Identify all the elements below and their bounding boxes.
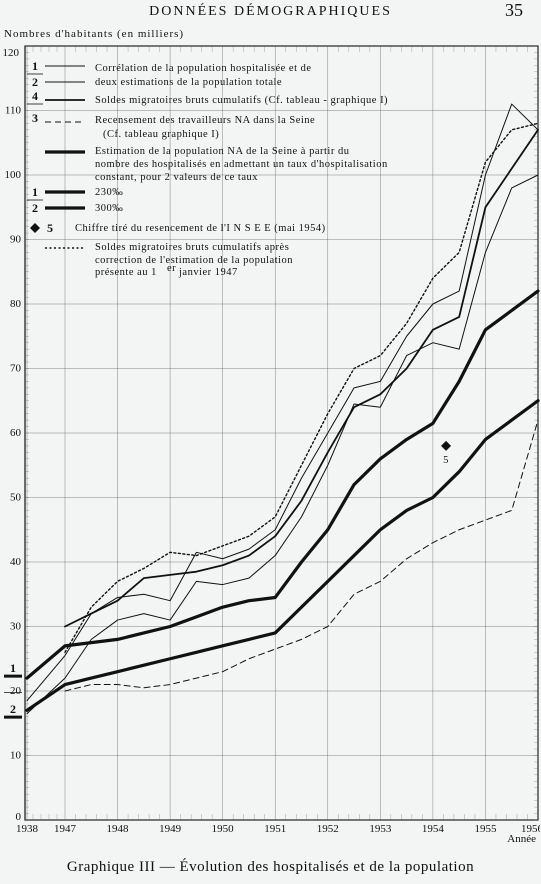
svg-text:1952: 1952 <box>317 823 339 835</box>
svg-text:3: 3 <box>32 111 38 125</box>
svg-text:2: 2 <box>32 201 38 215</box>
svg-text:Corrélation de la population h: Corrélation de la population hospitalisé… <box>95 63 312 74</box>
svg-text:présente au 1: présente au 1 <box>95 267 157 278</box>
svg-text:20: 20 <box>10 685 22 697</box>
chart-container: 10 20 30 40 50 60 70 80 90 100 110 0 120 1938 1947 1948… <box>0 42 540 842</box>
svg-text:1948: 1948 <box>107 823 130 835</box>
svg-text:1949: 1949 <box>159 823 182 835</box>
page-header: DONNÉES DÉMOGRAPHIQUES <box>0 4 541 20</box>
svg-text:60: 60 <box>10 427 22 439</box>
svg-text:90: 90 <box>10 234 22 246</box>
svg-text:120: 120 <box>3 47 20 59</box>
svg-text:Soldes migratoires bruts cumul: Soldes migratoires bruts cumulatifs aprè… <box>95 242 289 253</box>
svg-text:1950: 1950 <box>212 823 235 835</box>
svg-text:1955: 1955 <box>474 823 497 835</box>
svg-text:30: 30 <box>10 621 22 633</box>
line-chart: 10 20 30 40 50 60 70 80 90 100 110 0 120 1938 1947 1948… <box>0 42 540 842</box>
svg-text:er: er <box>167 263 176 274</box>
svg-text:230‰: 230‰ <box>95 187 123 198</box>
y-axis-title: Nombres d'habitants (en milliers) <box>4 28 184 40</box>
svg-text:110: 110 <box>5 105 22 117</box>
svg-text:80: 80 <box>10 298 22 310</box>
svg-text:2: 2 <box>32 75 38 89</box>
svg-text:1947: 1947 <box>54 823 77 835</box>
svg-text:10: 10 <box>10 750 22 762</box>
svg-text:constant, pour 2 valeurs de ce: constant, pour 2 valeurs de ce taux <box>95 172 258 183</box>
svg-text:0: 0 <box>16 811 22 823</box>
svg-text:1938: 1938 <box>16 823 39 835</box>
svg-text:1: 1 <box>10 661 16 675</box>
svg-text:nombre des hospitalisés en adm: nombre des hospitalisés en admettant un … <box>95 159 388 170</box>
chart-caption: Graphique III — Évolution des hospitalis… <box>0 859 541 876</box>
svg-text:deux estimations de la populat: deux estimations de la population totale <box>95 77 282 88</box>
svg-text:1: 1 <box>32 59 38 73</box>
svg-text:Soldes migratoires bruts cumul: Soldes migratoires bruts cumulatifs (Cf.… <box>95 95 388 106</box>
svg-text:5: 5 <box>47 221 53 235</box>
svg-text:1: 1 <box>32 185 38 199</box>
svg-text:50: 50 <box>10 492 22 504</box>
svg-text:Année: Année <box>507 833 536 842</box>
svg-text:1954: 1954 <box>422 823 445 835</box>
svg-text:100: 100 <box>5 169 22 181</box>
svg-text:5: 5 <box>443 455 449 466</box>
svg-text:janvier 1947: janvier 1947 <box>178 267 238 278</box>
page-number: 35 <box>505 0 523 21</box>
svg-text:2: 2 <box>10 702 16 716</box>
svg-text:Chiffre tiré du resencement de: Chiffre tiré du resencement de l'I N S E… <box>75 223 326 234</box>
svg-text:4: 4 <box>32 89 38 103</box>
svg-text:40: 40 <box>10 556 22 568</box>
svg-text:1951: 1951 <box>264 823 286 835</box>
svg-text:Recensement des travailleurs N: Recensement des travailleurs NA dans la … <box>95 115 315 126</box>
svg-text:300‰: 300‰ <box>95 203 123 214</box>
svg-text:correction de l'estimation de: correction de l'estimation de la populat… <box>95 255 293 266</box>
svg-text:Estimation de la population NA: Estimation de la population NA de la Sei… <box>95 146 350 157</box>
svg-text:(Cf. tableau graphique I): (Cf. tableau graphique I) <box>103 129 219 140</box>
svg-text:1953: 1953 <box>369 823 392 835</box>
svg-text:70: 70 <box>10 363 22 375</box>
